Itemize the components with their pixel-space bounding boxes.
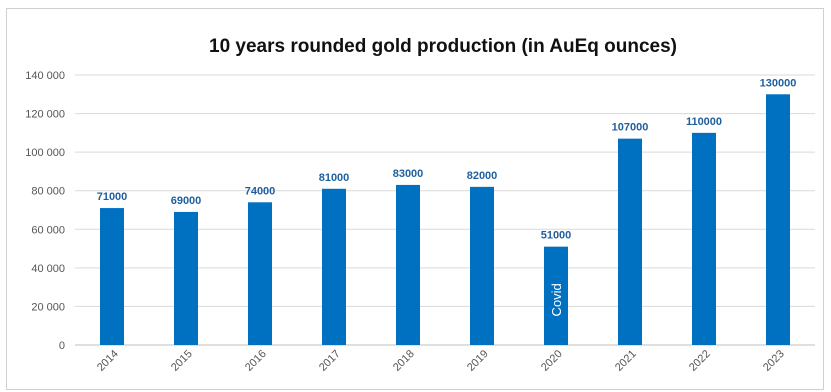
- bar-2020: [544, 246, 568, 345]
- data-label-2016: 74000: [245, 185, 276, 197]
- bar-2018: [396, 184, 420, 345]
- data-label-2018: 83000: [393, 168, 424, 180]
- data-label-2021: 107000: [612, 122, 649, 134]
- x-axis-tick-labels: 2014 2015 2016 2017 2018 2019 2020 2021 2022 2023: [95, 348, 787, 374]
- bar-2016: [248, 202, 272, 345]
- x-tick-label: 2019: [465, 348, 491, 374]
- bar-2023: [766, 94, 790, 346]
- y-axis-tick-labels: 0 20 000 40 000 60 000 80 000 100 000 120 000 1…: [25, 70, 65, 352]
- x-tick-label: 2015: [169, 348, 195, 374]
- data-label-2017: 81000: [319, 172, 350, 184]
- bar-2014: [100, 208, 124, 345]
- data-label-2023: 130000: [760, 77, 797, 89]
- bars: [100, 94, 790, 346]
- y-tick-label: 20 000: [31, 301, 65, 313]
- x-tick-label: 2014: [95, 348, 121, 374]
- bar-2021: [618, 138, 642, 345]
- x-tick-label: 2018: [391, 348, 417, 374]
- y-tick-label: 120 000: [25, 109, 65, 121]
- data-label-2019: 82000: [467, 170, 498, 182]
- data-label-2020: 51000: [541, 230, 572, 242]
- y-tick-label: 140 000: [25, 70, 65, 82]
- gold-production-chart: 10 years rounded gold production (in AuE…: [25, 36, 815, 374]
- y-tick-label: 80 000: [31, 186, 65, 198]
- y-tick-label: 0: [59, 340, 65, 352]
- x-tick-label: 2022: [687, 348, 713, 374]
- data-label-2015: 69000: [171, 195, 202, 207]
- x-tick-label: 2021: [613, 348, 639, 374]
- gridlines: [75, 74, 815, 346]
- data-label-2014: 71000: [97, 191, 128, 203]
- y-tick-label: 40 000: [31, 263, 65, 275]
- x-tick-label: 2016: [243, 348, 269, 374]
- x-tick-label: 2020: [539, 348, 565, 374]
- x-tick-label: 2023: [761, 348, 787, 374]
- bar-2022: [692, 132, 716, 345]
- covid-annotation: Covid: [549, 283, 564, 316]
- y-tick-label: 60 000: [31, 224, 65, 236]
- chart-title: 10 years rounded gold production (in AuE…: [209, 36, 677, 57]
- data-labels: 71000 69000 74000 81000 83000 82000 51000 10700…: [97, 77, 797, 316]
- data-label-2022: 110000: [686, 116, 722, 128]
- bar-2017: [322, 188, 346, 345]
- bar-2019: [470, 186, 494, 345]
- y-tick-label: 100 000: [25, 147, 65, 159]
- bar-2015: [174, 211, 198, 345]
- x-tick-label: 2017: [317, 348, 343, 374]
- chart-frame: 10 years rounded gold production (in AuE…: [6, 8, 824, 390]
